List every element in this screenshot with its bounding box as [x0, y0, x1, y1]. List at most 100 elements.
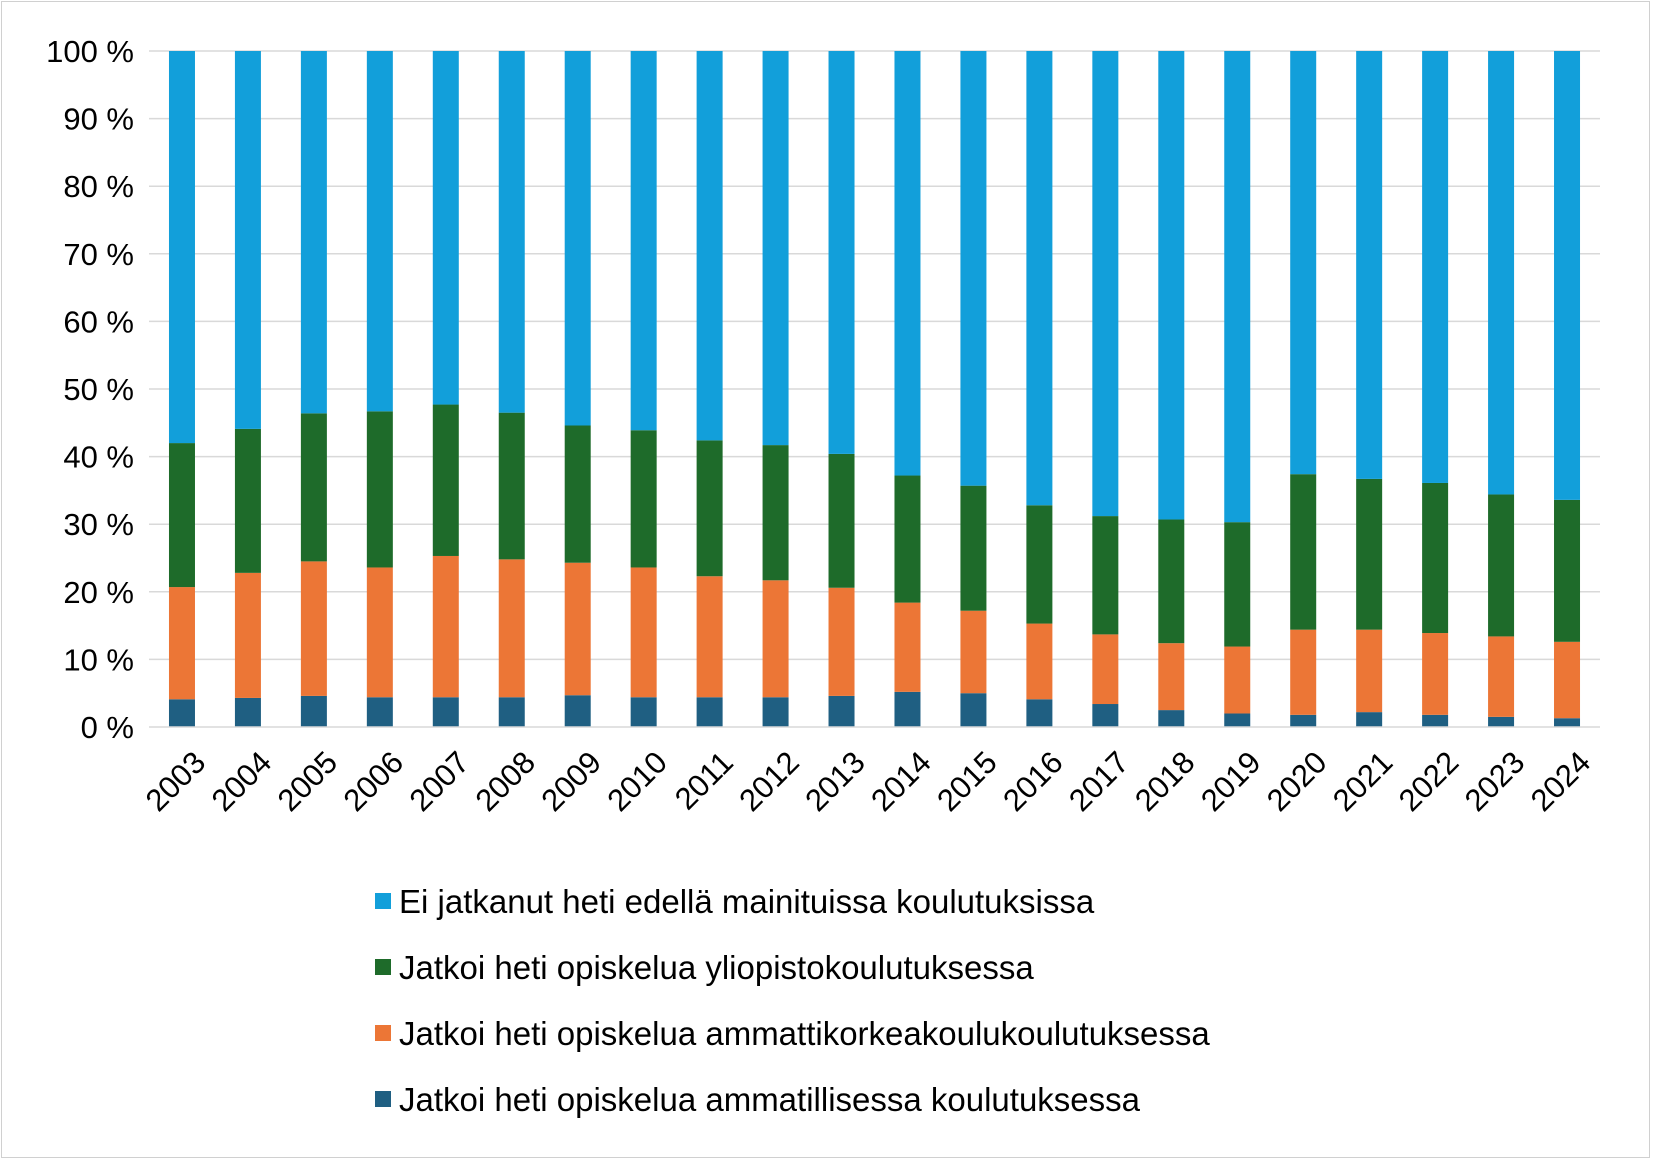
- y-tick-label: 80 %: [63, 169, 134, 204]
- x-tick-label: 2003: [139, 745, 213, 819]
- bar-segment: [366, 51, 393, 412]
- legend-swatch: [375, 1025, 391, 1041]
- bar-segment: [366, 697, 393, 727]
- bar-segment: [300, 695, 327, 727]
- bar-segment: [1554, 499, 1581, 642]
- x-tick-label: 2018: [1128, 745, 1202, 819]
- bar-segment: [498, 51, 525, 413]
- bar-segment: [696, 697, 723, 727]
- bar-segment: [1092, 51, 1119, 517]
- x-tick-label: 2014: [864, 745, 938, 819]
- bar-segment: [696, 440, 723, 577]
- x-tick-label: 2017: [1062, 745, 1136, 819]
- bar-segment: [564, 51, 591, 426]
- x-tick-label: 2022: [1392, 745, 1466, 819]
- x-tick-label: 2009: [534, 745, 608, 819]
- bar-segment: [1488, 716, 1515, 727]
- bar-segment: [1026, 699, 1053, 727]
- bar-segment: [564, 695, 591, 727]
- y-tick-label: 30 %: [63, 507, 134, 542]
- bar-segment: [1554, 51, 1581, 500]
- x-tick-label: 2021: [1326, 745, 1400, 819]
- legend-label: Ei jatkanut heti edellä mainituissa koul…: [399, 883, 1095, 920]
- bar-segment: [234, 51, 261, 429]
- x-tick-label: 2010: [600, 745, 674, 819]
- x-tick-label: 2007: [403, 745, 477, 819]
- bar-segment: [168, 587, 195, 700]
- bar-segment: [630, 430, 657, 568]
- legend-label: Jatkoi heti opiskelua ammattikorkeakoulu…: [399, 1015, 1210, 1052]
- bar-segment: [1290, 714, 1317, 727]
- bar-segment: [1422, 633, 1449, 715]
- bar-segment: [1356, 51, 1383, 479]
- bar-segment: [366, 567, 393, 698]
- legend-label: Jatkoi heti opiskelua yliopistokoulutuks…: [399, 949, 1034, 986]
- y-tick-label: 40 %: [63, 440, 134, 475]
- bar-segment: [1092, 516, 1119, 635]
- y-tick-label: 60 %: [63, 304, 134, 339]
- bar-segment: [894, 51, 921, 476]
- gridlines: [149, 50, 1600, 661]
- legend-swatch: [375, 1091, 391, 1107]
- y-tick-label: 10 %: [63, 642, 134, 677]
- bar-segment: [762, 580, 789, 698]
- bar-segment: [960, 485, 987, 611]
- x-tick-label: 2019: [1194, 745, 1268, 819]
- x-tick-label: 2013: [798, 745, 872, 819]
- bar-segment: [960, 51, 987, 486]
- bar-segment: [168, 443, 195, 588]
- bar-segment: [234, 428, 261, 573]
- bar-segment: [1158, 519, 1185, 644]
- bar-segment: [1026, 505, 1053, 624]
- legend-swatch: [375, 959, 391, 975]
- bar-segment: [960, 610, 987, 694]
- bar-segment: [762, 445, 789, 581]
- bar-segment: [630, 697, 657, 727]
- x-tick-label: 2005: [271, 745, 345, 819]
- bar-segment: [828, 695, 855, 727]
- x-tick-label: 2023: [1458, 745, 1532, 819]
- bar-segment: [1026, 623, 1053, 700]
- bar-segment: [1422, 482, 1449, 634]
- legend-swatch: [375, 893, 391, 909]
- bar-segment: [1554, 718, 1581, 727]
- x-tick-label: 2020: [1260, 745, 1334, 819]
- bar-segment: [1488, 51, 1515, 495]
- bar-segment: [630, 51, 657, 431]
- bar-segment: [300, 51, 327, 414]
- bar-segment: [1224, 522, 1251, 647]
- legend-item: Jatkoi heti opiskelua yliopistokoulutuks…: [375, 949, 1034, 986]
- bar-segment: [234, 697, 261, 727]
- legend: Ei jatkanut heti edellä mainituissa koul…: [375, 883, 1210, 1118]
- bar-segment: [1224, 713, 1251, 727]
- bar-segment: [1158, 710, 1185, 727]
- bar-segment: [1158, 643, 1185, 711]
- bar-segment: [1422, 714, 1449, 727]
- bar-segment: [300, 561, 327, 696]
- legend-item: Ei jatkanut heti edellä mainituissa koul…: [375, 883, 1095, 920]
- bar-segment: [960, 693, 987, 727]
- bar-segment: [894, 602, 921, 692]
- bar-segment: [564, 425, 591, 563]
- bar-segment: [1224, 51, 1251, 523]
- bar-segment: [894, 691, 921, 727]
- y-tick-label: 20 %: [63, 575, 134, 610]
- x-tick-label: 2016: [996, 745, 1070, 819]
- bar-segment: [1290, 629, 1317, 715]
- y-tick-label: 100 %: [46, 34, 134, 69]
- bar-segment: [894, 475, 921, 603]
- bar-segment: [498, 697, 525, 727]
- bar-segment: [1290, 51, 1317, 475]
- bar-segment: [1488, 494, 1515, 637]
- bar-segment: [432, 404, 459, 556]
- bar-segment: [696, 576, 723, 698]
- bar-segment: [300, 413, 327, 562]
- bar-segment: [432, 555, 459, 698]
- bar-segment: [1356, 712, 1383, 727]
- y-tick-label: 0 %: [81, 710, 134, 745]
- bar-segment: [498, 412, 525, 560]
- bar-segment: [366, 411, 393, 568]
- legend-item: Jatkoi heti opiskelua ammatillisessa kou…: [375, 1081, 1141, 1118]
